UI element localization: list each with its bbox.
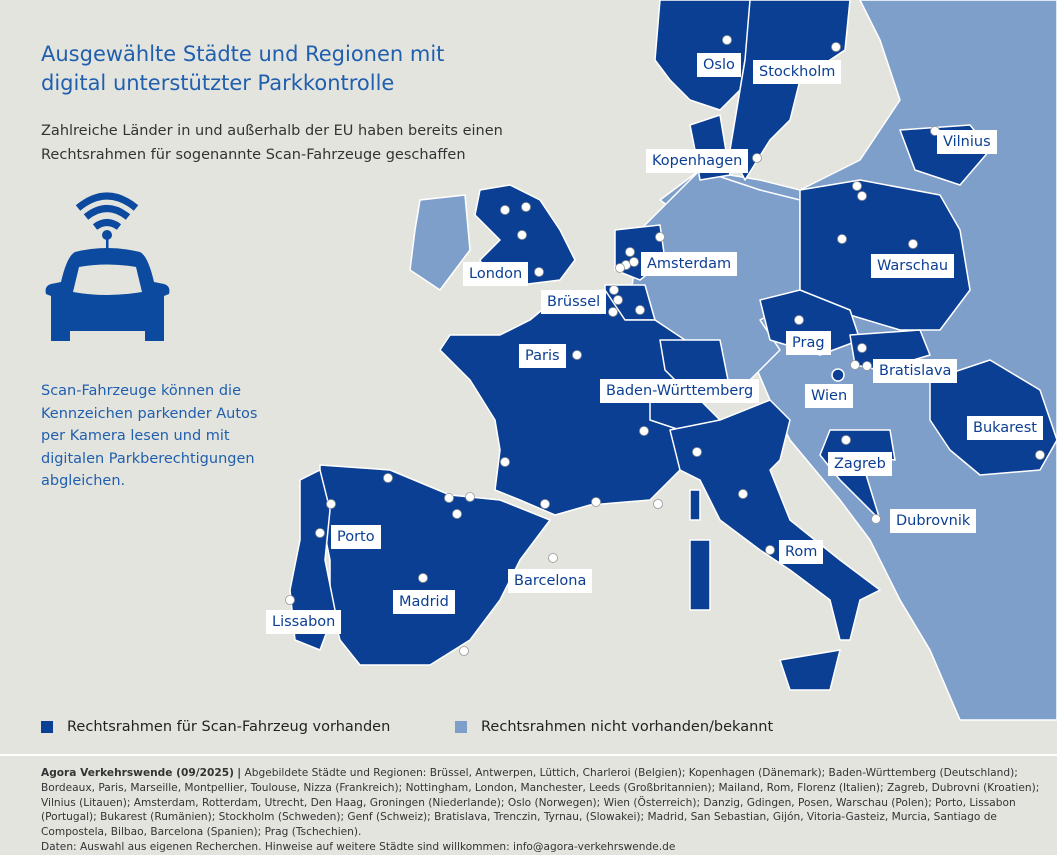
scan-car-wifi-icon: [45, 192, 170, 341]
city-marker: [615, 263, 625, 273]
page-subtitle: Zahlreiche Länder in und außerhalb der E…: [41, 123, 503, 163]
city-marker: [850, 360, 860, 370]
city-marker: [639, 426, 649, 436]
city-marker: [841, 435, 851, 445]
europe-map: [285, 0, 1057, 721]
city-marker: [837, 234, 847, 244]
map-label: Barcelona: [508, 569, 593, 593]
city-marker: [572, 350, 582, 360]
legend-label-absent: Rechtsrahmen nicht vorhanden/bekannt: [481, 719, 774, 735]
map-label: Zagreb: [828, 452, 892, 476]
city-marker: [857, 343, 867, 353]
city-marker: [517, 230, 527, 240]
footer-separator: |: [237, 767, 242, 779]
legend-label-present: Rechtsrahmen für Scan-Fahrzeug vorhanden: [67, 719, 391, 735]
city-marker: [629, 257, 639, 267]
legend-swatch-absent: [455, 721, 467, 733]
legend-item-present: Rechtsrahmen für Scan-Fahrzeug vorhanden: [41, 719, 390, 735]
city-marker: [591, 497, 601, 507]
island-sicily: [779, 649, 841, 691]
city-marker: [326, 499, 336, 509]
map-label: Bukarest: [967, 416, 1043, 440]
city-marker: [609, 285, 619, 295]
footer-cities: Abgebildete Städte und Regionen: Brüssel…: [41, 767, 1040, 839]
map-label: Kopenhagen: [646, 149, 749, 173]
city-marker: [383, 473, 393, 483]
legend-swatch-present: [41, 721, 53, 733]
city-marker: [613, 295, 623, 305]
map-label: Amsterdam: [641, 252, 738, 276]
city-marker: [908, 239, 918, 249]
city-marker: [548, 553, 558, 563]
city-marker: [857, 191, 867, 201]
city-marker: [540, 499, 550, 509]
city-marker: [765, 545, 775, 555]
city-marker: [692, 447, 702, 457]
island-sardinia: [689, 539, 711, 611]
map-label: Porto: [331, 525, 381, 549]
map-label: Bratislava: [873, 359, 958, 383]
city-marker: [653, 499, 663, 509]
city-marker: [521, 202, 531, 212]
country-sweden: [729, 0, 851, 181]
map-label: Rom: [779, 540, 824, 564]
region-vienna: [831, 368, 845, 382]
city-marker: [608, 307, 618, 317]
city-marker: [831, 42, 841, 52]
footer-divider: [0, 754, 1057, 756]
map-label: London: [463, 262, 529, 286]
city-marker: [418, 573, 428, 583]
city-marker: [794, 315, 804, 325]
city-marker: [459, 646, 469, 656]
city-marker: [315, 528, 325, 538]
legend-item-absent: Rechtsrahmen nicht vorhanden/bekannt: [455, 719, 773, 735]
island-corsica: [689, 489, 701, 521]
map-label: Warschau: [871, 254, 955, 278]
map-label: Oslo: [697, 53, 741, 77]
city-marker: [500, 457, 510, 467]
map-label: Stockholm: [753, 60, 842, 84]
city-marker: [752, 153, 762, 163]
city-marker: [852, 181, 862, 191]
map-label: Dubrovnik: [890, 509, 977, 533]
map-label: Prag: [786, 331, 831, 355]
city-marker: [1035, 450, 1045, 460]
map-label: Lissabon: [266, 610, 342, 634]
footer: Agora Verkehrswende (09/2025) | Abgebild…: [41, 766, 1041, 855]
city-marker: [738, 489, 748, 499]
page-title: Ausgewählte Städte und Regionen mit digi…: [41, 42, 445, 95]
city-marker: [444, 493, 454, 503]
city-marker: [285, 595, 295, 605]
city-marker: [722, 35, 732, 45]
map-label: Baden-Württemberg: [600, 379, 760, 403]
map-label: Paris: [519, 344, 566, 368]
map-label: Brüssel: [541, 290, 607, 314]
map-label: Wien: [805, 384, 854, 408]
footer-note: Daten: Auswahl aus eigenen Recherchen. H…: [41, 840, 676, 853]
city-marker: [625, 247, 635, 257]
city-marker: [635, 305, 645, 315]
description-text: Scan-Fahrzeuge können die Kennzeichen pa…: [41, 383, 258, 490]
map-label: Vilnius: [937, 130, 997, 154]
city-marker: [452, 509, 462, 519]
region-ireland: [409, 194, 471, 291]
footer-source: Agora Verkehrswende (09/2025): [41, 767, 234, 779]
city-marker: [500, 205, 510, 215]
city-marker: [871, 514, 881, 524]
country-italy: [669, 399, 881, 641]
city-marker: [862, 361, 872, 371]
city-marker: [534, 267, 544, 277]
map-label: Madrid: [393, 590, 455, 614]
city-marker: [655, 232, 665, 242]
city-marker: [465, 492, 475, 502]
